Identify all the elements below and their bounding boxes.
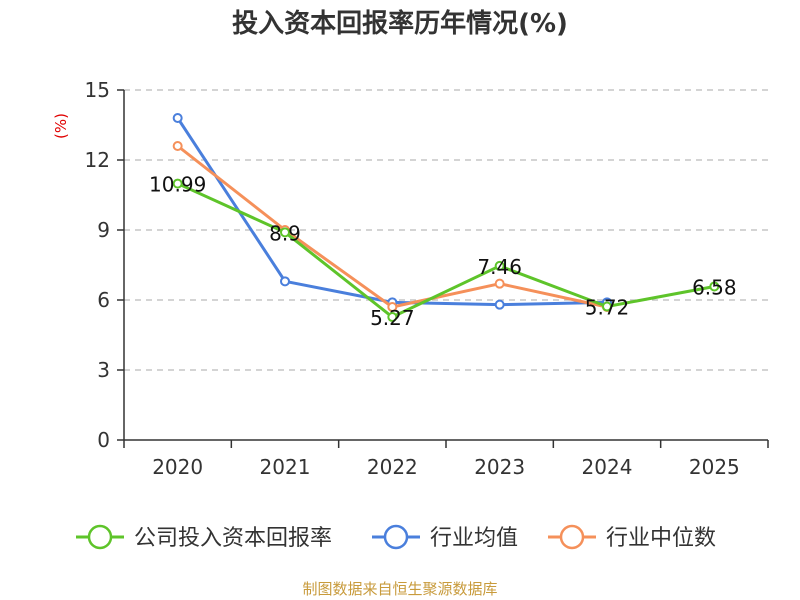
point-industry_avg-2023: [494, 299, 505, 310]
legend-label-company: 公司投入资本回报率: [134, 526, 332, 551]
data-labels: 10.99 8.9 5.27 7.46 5.72 6.58: [149, 173, 737, 330]
point-company-2022: [387, 312, 398, 323]
data-label-2020: 10.99: [149, 173, 206, 197]
point-company-2024: [602, 301, 612, 312]
point-company-2023: [494, 260, 505, 271]
point-industry_median-2022: [387, 302, 398, 312]
x-tick-label-2025: 2025: [689, 455, 740, 479]
x-tick-label-2021: 2021: [260, 455, 311, 479]
point-company-2025: [709, 281, 720, 292]
legend-marker-industry_median: [559, 524, 585, 550]
x-tick-label-2023: 2023: [474, 455, 525, 479]
legend-marker-industry_avg: [383, 524, 409, 550]
x-tick-label-2020: 2020: [152, 455, 203, 479]
point-industry_median-2020: [172, 141, 183, 151]
legend-label-industry_avg: 行业均值: [430, 526, 518, 551]
legend-marker-company: [87, 524, 113, 550]
y-tick-label-15: 15: [85, 78, 110, 102]
data-label-2022: 5.27: [370, 306, 415, 330]
point-company-2020: [172, 178, 183, 189]
data-label-2021: 8.9: [269, 221, 301, 245]
legend-label-industry_median: 行业中位数: [606, 526, 716, 551]
data-label-2023: 7.46: [477, 255, 522, 279]
y-tick-label-6: 6: [97, 288, 110, 312]
chart-title: 投入资本回报率历年情况(%): [232, 8, 568, 39]
x-tick-label-2022: 2022: [367, 455, 418, 479]
y-axis-unit-label: (%): [52, 113, 70, 139]
series-lines: [172, 113, 720, 323]
point-industry_avg-2020: [172, 113, 183, 123]
point-company-2021: [280, 227, 290, 238]
grid-lines: [124, 89, 768, 371]
y-tick-label-12: 12: [85, 148, 110, 172]
data-label-2025: 6.58: [692, 275, 737, 299]
data-source-note: 制图数据来自恒生聚源数据库: [302, 580, 497, 598]
point-industry_avg-2021: [280, 276, 290, 287]
y-tick-label-9: 9: [97, 218, 110, 242]
y-tick-label-0: 0: [97, 428, 110, 452]
point-industry_median-2023: [494, 278, 505, 289]
legend: 公司投入资本回报率 行业均值 行业中位数: [76, 524, 716, 551]
axes: 0 3 6 9 12 15 2020 2021 2022 2023 2024 2025: [85, 78, 769, 479]
x-tick-label-2024: 2024: [582, 455, 633, 479]
series-line-company: [177, 182, 715, 319]
y-tick-label-3: 3: [97, 358, 110, 382]
data-label-2024: 5.72: [585, 296, 630, 320]
